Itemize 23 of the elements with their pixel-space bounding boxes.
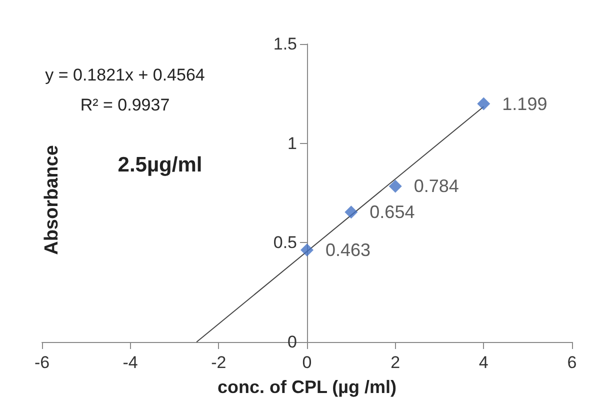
data-label: 1.199 [502,94,548,114]
x-tick-label: 0 [302,353,312,372]
x-tick-label: -6 [34,353,50,372]
data-label: 0.654 [370,202,415,222]
x-tick-label: -2 [211,353,226,372]
annotation: 2.5µg/ml [118,154,202,176]
y-axis-title: Absorbance [42,145,62,255]
x-tick-label: 6 [567,353,577,372]
annotation: y = 0.1821x + 0.4564 [45,66,205,84]
data-label: 0.463 [326,240,371,260]
x-tick-label: 4 [478,353,488,372]
point [477,97,490,110]
y-tick-label: 1.5 [273,34,297,54]
x-tick-label: 2 [390,353,400,372]
x-tick-label: -4 [122,353,138,372]
point [388,180,402,193]
y-tick-label: 0.5 [273,233,297,252]
annotation: R² = 0.9937 [80,96,170,114]
y-tick-label: 1 [288,134,297,153]
point [300,244,314,257]
point [344,206,358,219]
data-label: 0.784 [414,176,459,196]
x-axis-title: conc. of CPL (µg /ml) [217,377,397,397]
